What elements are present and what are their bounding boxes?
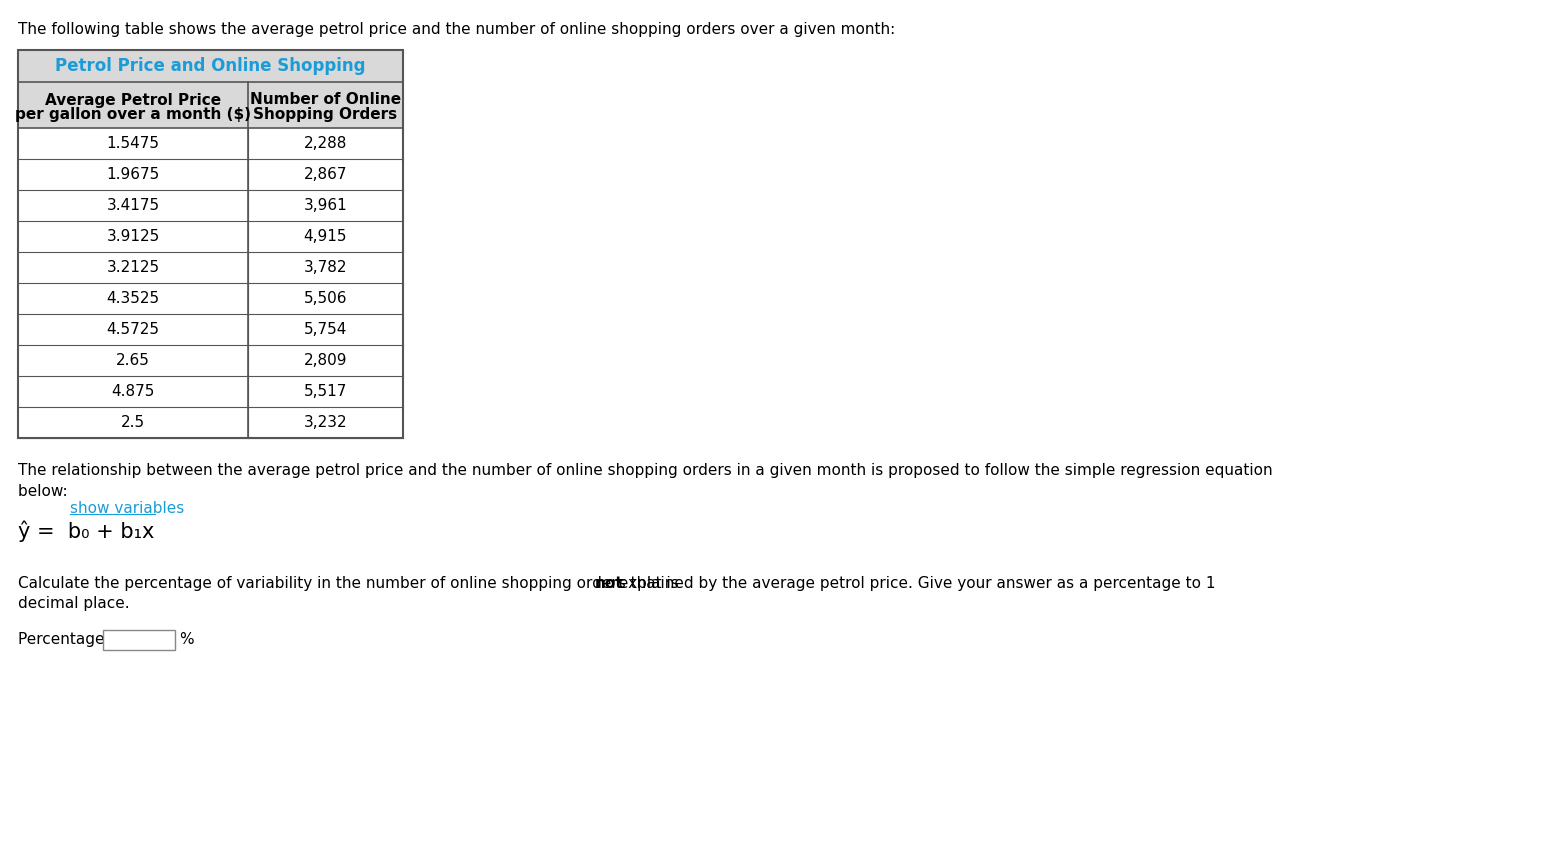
Text: ŷ =  b₀ + b₁x: ŷ = b₀ + b₁x bbox=[17, 521, 154, 542]
Text: 3,232: 3,232 bbox=[304, 415, 348, 430]
Text: 5,754: 5,754 bbox=[304, 322, 347, 337]
Text: 4.3525: 4.3525 bbox=[107, 291, 160, 306]
Text: 1.5475: 1.5475 bbox=[107, 136, 160, 151]
Text: Number of Online: Number of Online bbox=[249, 93, 401, 108]
Bar bbox=[103, 630, 176, 650]
Text: show variables: show variables bbox=[71, 501, 185, 516]
Text: 2,809: 2,809 bbox=[304, 353, 347, 368]
Text: 3.2125: 3.2125 bbox=[107, 260, 160, 275]
Text: 3,782: 3,782 bbox=[304, 260, 347, 275]
Text: Percentage =: Percentage = bbox=[17, 632, 127, 647]
Text: 1.9675: 1.9675 bbox=[107, 167, 160, 182]
Text: per gallon over a month ($): per gallon over a month ($) bbox=[16, 108, 251, 122]
Text: 2,867: 2,867 bbox=[304, 167, 347, 182]
Text: Calculate the percentage of variability in the number of online shopping orders : Calculate the percentage of variability … bbox=[17, 576, 684, 591]
Text: 4,915: 4,915 bbox=[304, 229, 347, 244]
Text: decimal place.: decimal place. bbox=[17, 596, 130, 611]
Text: 5,506: 5,506 bbox=[304, 291, 347, 306]
Bar bbox=[17, 50, 403, 82]
Text: 3.9125: 3.9125 bbox=[107, 229, 160, 244]
Text: 4.875: 4.875 bbox=[111, 384, 155, 399]
Text: 2.5: 2.5 bbox=[121, 415, 146, 430]
Bar bbox=[17, 50, 403, 438]
Text: Petrol Price and Online Shopping: Petrol Price and Online Shopping bbox=[55, 57, 365, 75]
Text: not: not bbox=[594, 576, 622, 591]
Text: The relationship between the average petrol price and the number of online shopp: The relationship between the average pet… bbox=[17, 463, 1273, 499]
Text: 4.5725: 4.5725 bbox=[107, 322, 160, 337]
Bar bbox=[17, 82, 403, 128]
Text: 5,517: 5,517 bbox=[304, 384, 347, 399]
Text: explained by the average petrol price. Give your answer as a percentage to 1: explained by the average petrol price. G… bbox=[615, 576, 1215, 591]
Text: 3,961: 3,961 bbox=[304, 198, 348, 213]
Text: Average Petrol Price: Average Petrol Price bbox=[45, 93, 221, 108]
Text: The following table shows the average petrol price and the number of online shop: The following table shows the average pe… bbox=[17, 22, 895, 37]
Text: 2,288: 2,288 bbox=[304, 136, 347, 151]
Text: 3.4175: 3.4175 bbox=[107, 198, 160, 213]
Text: 2.65: 2.65 bbox=[116, 353, 151, 368]
Text: %: % bbox=[179, 632, 194, 647]
Text: Shopping Orders: Shopping Orders bbox=[254, 108, 398, 122]
